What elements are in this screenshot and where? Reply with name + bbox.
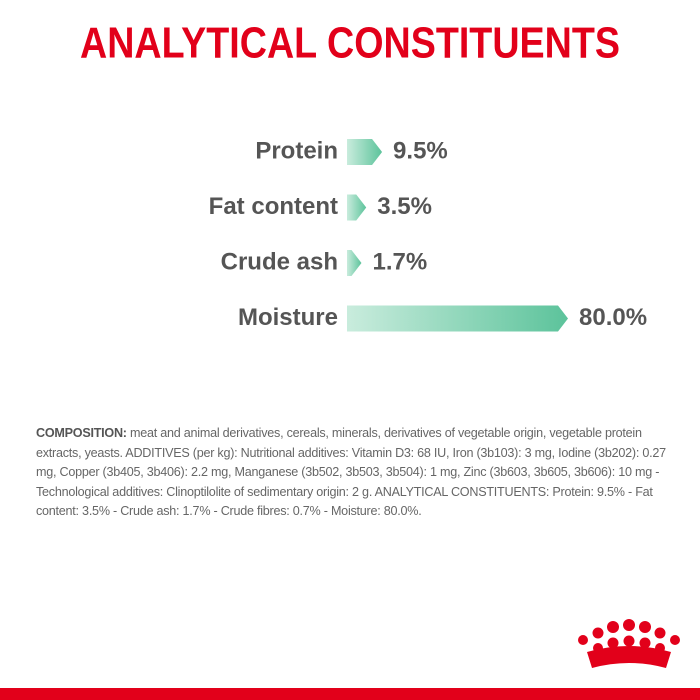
bar (347, 194, 367, 221)
chart-title: ANALYTICAL CONSTITUENTS (80, 19, 620, 68)
logo (578, 619, 680, 668)
bar (347, 139, 383, 165)
composition-text: meat and animal derivatives, cereals, mi… (36, 426, 666, 519)
category-label: Fat content (209, 193, 338, 220)
composition-label: COMPOSITION: (36, 426, 127, 440)
footer-bar (0, 688, 700, 700)
bar (347, 305, 568, 332)
bar (347, 250, 362, 276)
value-label: 3.5% (377, 193, 432, 220)
category-label: Moisture (238, 304, 338, 331)
value-label: 1.7% (372, 248, 427, 275)
category-label: Protein (255, 137, 338, 164)
value-label: 80.0% (579, 304, 647, 331)
composition: COMPOSITION: meat and animal derivatives… (36, 424, 668, 522)
value-label: 9.5% (393, 137, 448, 164)
category-label: Crude ash (221, 248, 338, 275)
